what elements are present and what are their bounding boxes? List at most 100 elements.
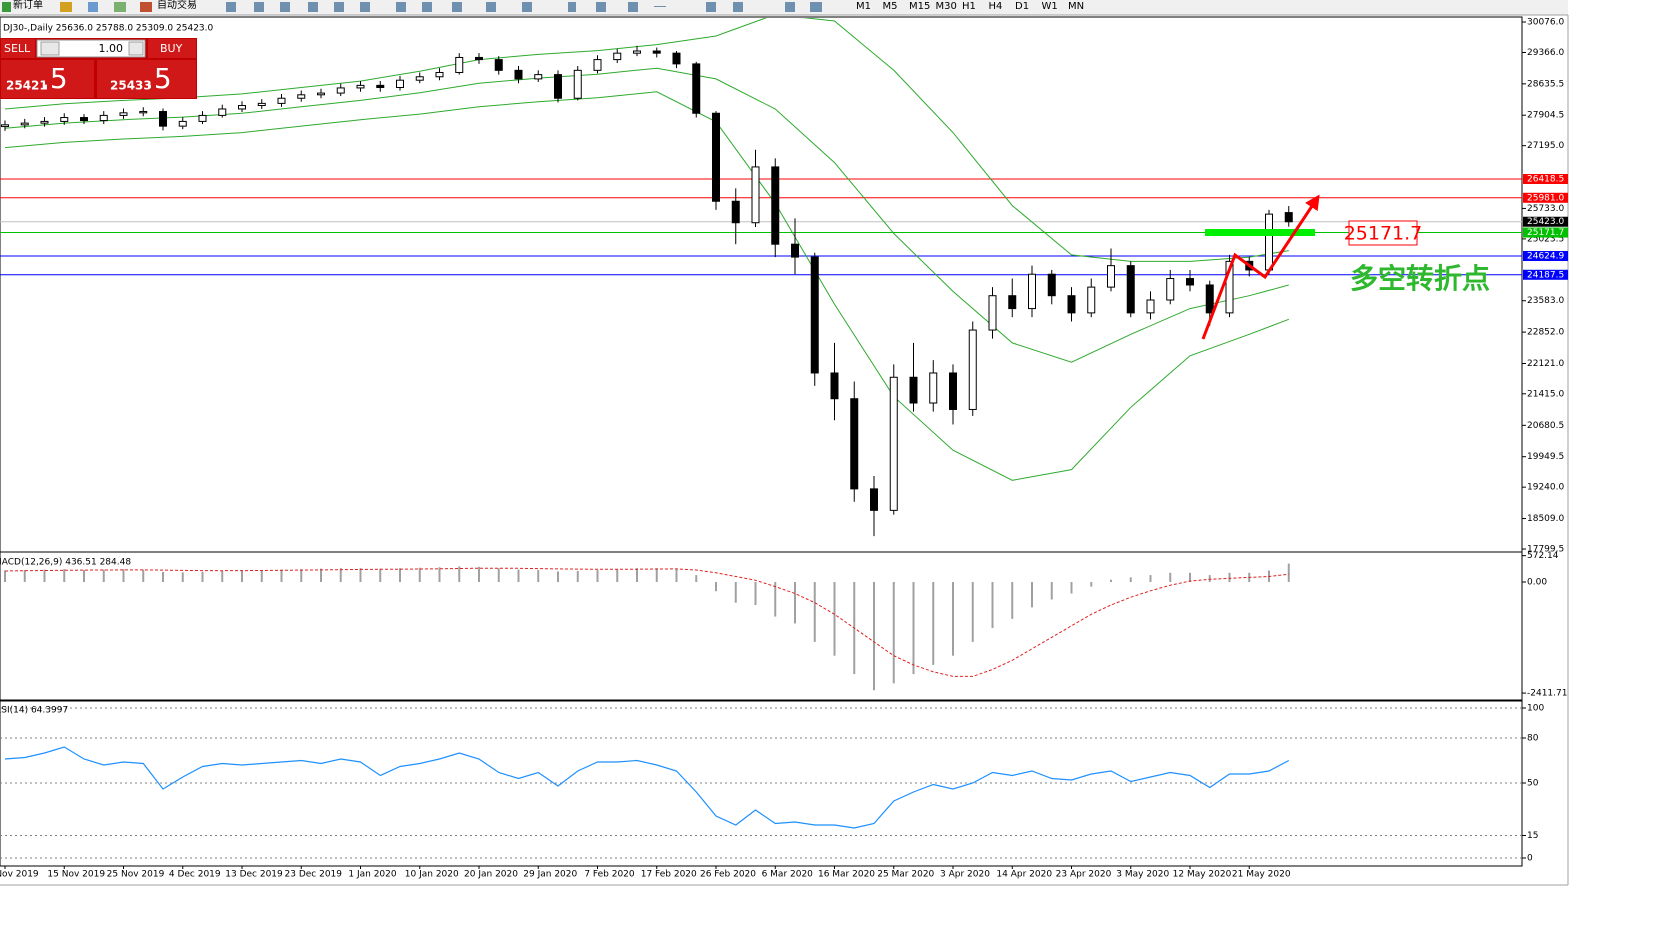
tool-icon[interactable] — [486, 2, 496, 12]
tool-icon[interactable] — [60, 2, 72, 12]
tool-icon[interactable] — [254, 2, 264, 12]
timeframe-button[interactable]: D1 — [1015, 1, 1029, 12]
buy-button[interactable] — [148, 39, 196, 58]
candle-body — [850, 398, 859, 490]
candle-body — [889, 376, 898, 511]
y-tick-label: 27904.5 — [1527, 111, 1564, 121]
candle-body — [40, 120, 49, 124]
candle-body — [80, 117, 88, 122]
y-tick-label: 21415.0 — [1527, 389, 1564, 399]
candle-body — [1265, 213, 1273, 271]
tool-icon[interactable] — [396, 2, 406, 12]
candle-body — [20, 122, 29, 126]
tool-icon[interactable] — [654, 6, 666, 7]
tool-icon[interactable] — [114, 2, 126, 12]
x-tick-label: 6 Mar 2020 — [762, 870, 814, 880]
tool-icon[interactable] — [706, 2, 716, 12]
tool-icon[interactable] — [360, 2, 370, 12]
y-tick-label: 50 — [1527, 778, 1539, 788]
sell-label[interactable]: SELL — [4, 42, 31, 55]
price-tag — [1523, 227, 1568, 238]
timeframe-button[interactable]: H1 — [962, 1, 976, 12]
timeframe-button[interactable]: H4 — [989, 1, 1003, 12]
tool-icon[interactable] — [733, 2, 743, 12]
buy-label[interactable]: BUY — [160, 42, 183, 55]
buy-price-button[interactable] — [97, 60, 196, 98]
candle-body — [317, 92, 325, 96]
timeframe-button[interactable]: M5 — [883, 1, 898, 12]
x-tick-label: 25 Nov 2019 — [107, 870, 165, 880]
candle-body — [791, 243, 799, 258]
timeframe-button[interactable]: M30 — [936, 1, 957, 12]
candle-body — [435, 71, 444, 78]
tool-icon[interactable] — [280, 2, 290, 12]
y-tick-label: 28635.5 — [1527, 79, 1564, 89]
candle-body — [396, 79, 404, 89]
tool-icon[interactable] — [452, 2, 462, 12]
timeframe-button[interactable]: M1 — [856, 1, 871, 12]
lots-input[interactable] — [36, 39, 146, 58]
candle-body — [830, 372, 839, 400]
x-tick-label: 3 May 2020 — [1116, 870, 1169, 880]
bollinger-upper — [4, 18, 1289, 262]
candle-body — [356, 84, 365, 89]
price-tag — [1523, 269, 1568, 280]
chart-title: DJ30-,Daily 25636.0 25788.0 25309.0 2542… — [3, 24, 214, 34]
tool-icon[interactable] — [422, 2, 432, 12]
candle-body — [238, 105, 246, 110]
sell-price[interactable]: 25421 — [6, 79, 48, 93]
bollinger-middle — [4, 67, 1289, 363]
timeframe-button[interactable]: M15 — [909, 1, 930, 12]
buy-price[interactable]: 25433 — [110, 79, 152, 93]
new-order-button[interactable]: 新订单 — [13, 0, 43, 11]
candle-body — [633, 50, 641, 54]
tool-icon[interactable] — [810, 2, 822, 12]
lots-spinner[interactable] — [128, 41, 144, 56]
candle-body — [554, 74, 562, 99]
x-tick-label: 4 Dec 2019 — [169, 870, 221, 880]
tool-icon[interactable] — [522, 2, 532, 12]
candle-body — [1087, 286, 1096, 314]
rsi-title: RSI(14) 64.3997 — [0, 706, 68, 716]
candle-body — [573, 69, 582, 99]
timeframe-button[interactable]: MN — [1068, 1, 1084, 12]
candle-body — [376, 84, 385, 89]
y-tick-label: 0.00 — [1527, 578, 1547, 588]
tool-icon[interactable] — [226, 2, 236, 12]
sell-price-button[interactable] — [1, 60, 94, 98]
lots-value[interactable]: 1.00 — [99, 42, 124, 55]
price-tag-label: 25981.0 — [1527, 193, 1564, 203]
candle-body — [949, 372, 957, 410]
panel-plot — [0, 707, 1522, 859]
annotation-price: 25171.7 — [1344, 223, 1423, 245]
tool-icon[interactable] — [785, 2, 795, 12]
auto-trading-icon[interactable] — [140, 2, 152, 12]
tool-icon[interactable] — [308, 2, 318, 12]
price-tag — [1523, 174, 1568, 185]
lots-spinner[interactable] — [40, 41, 60, 56]
tool-icon[interactable] — [596, 2, 606, 12]
new-order-icon[interactable] — [2, 2, 11, 12]
y-tick-label: 18509.0 — [1527, 514, 1564, 524]
timeframe-button[interactable]: W1 — [1042, 1, 1058, 12]
y-tick-label: 30076.0 — [1527, 17, 1564, 27]
auto-trading-button[interactable]: 自动交易 — [157, 0, 197, 11]
tool-icon[interactable] — [88, 2, 98, 12]
sell-price-tail[interactable]: .5 — [41, 62, 68, 95]
tool-icon[interactable] — [568, 2, 576, 12]
candle-body — [257, 102, 266, 107]
y-tick-label: 0 — [1527, 853, 1533, 863]
buy-price-tail[interactable]: .5 — [145, 62, 172, 95]
x-tick-label: 7 Feb 2020 — [584, 870, 635, 880]
y-tick-label: 25733.0 — [1527, 204, 1564, 214]
price-tag — [1523, 192, 1568, 203]
candle-body — [1, 124, 9, 128]
macd-title: MACD(12,26,9) 436.51 284.48 — [0, 558, 131, 568]
tool-icon[interactable] — [334, 2, 344, 12]
candle-body — [336, 87, 345, 94]
tool-icon[interactable] — [628, 2, 638, 12]
sell-button[interactable] — [1, 39, 35, 58]
candle-body — [652, 50, 661, 54]
candle-body — [99, 114, 108, 122]
